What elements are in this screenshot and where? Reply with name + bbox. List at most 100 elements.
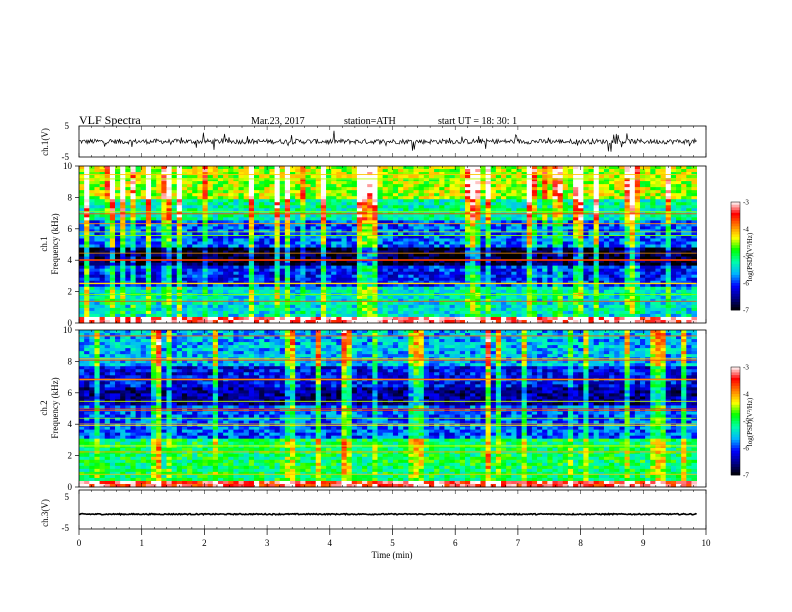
spectrogram-cell <box>398 166 404 170</box>
spectrogram-cell <box>109 283 116 288</box>
spectrogram-cell <box>645 184 651 188</box>
spectrogram-cell <box>145 220 152 224</box>
spectrogram-cell <box>135 280 142 285</box>
spectrogram-cell <box>413 238 420 242</box>
spectrogram-cell <box>79 277 85 282</box>
spectrogram-cell <box>243 250 250 254</box>
spectrogram-cell <box>459 244 466 248</box>
spectrogram-cell <box>192 238 198 242</box>
spectrogram-cell <box>207 166 214 170</box>
spectrogram-cell <box>624 184 631 188</box>
spectrogram-cell <box>490 214 497 218</box>
spectrogram-cell <box>547 190 553 194</box>
spectrogram-cell <box>593 241 600 245</box>
spectrogram-cell <box>459 190 466 194</box>
spectrogram-cell <box>89 235 95 239</box>
spectrogram-cell <box>326 175 332 179</box>
spectrogram-cell <box>501 256 507 260</box>
spectrogram-cell <box>521 202 528 206</box>
spectrogram-cell <box>202 181 209 185</box>
spectrogram-cell <box>372 259 378 264</box>
spectrogram-cell <box>629 247 636 251</box>
spectrogram-cell <box>573 166 579 170</box>
spectrogram-cell <box>624 208 631 212</box>
spectrogram-cell <box>526 286 533 291</box>
spectrogram-cell <box>279 169 286 173</box>
spectrogram-cell <box>480 235 486 239</box>
spectrogram-cell <box>485 181 492 185</box>
spectrogram-cell <box>639 262 646 267</box>
spectrogram-cell <box>567 271 574 276</box>
spectrogram-cell <box>454 208 461 212</box>
spectrogram-cell <box>485 268 492 273</box>
spectrogram-cell <box>639 187 646 191</box>
spectrogram-cell <box>526 214 533 218</box>
spectrogram-cell <box>326 214 332 218</box>
spectrogram-cell <box>521 178 528 182</box>
spectrogram-cell <box>336 199 342 203</box>
spectrogram-cell <box>233 202 239 206</box>
spectrogram-cell <box>475 226 481 230</box>
spectrogram-cell <box>624 241 631 245</box>
spectrogram-cell <box>176 199 183 203</box>
spectrogram-cell <box>418 235 425 239</box>
spectrogram-cell <box>516 175 523 179</box>
spectrogram-cell <box>336 220 342 224</box>
spectrogram-cell <box>238 181 245 185</box>
spectrogram-cell <box>598 190 605 194</box>
spectrogram-cell <box>495 223 502 227</box>
spectrogram-cell <box>331 181 337 185</box>
spectrogram-cell <box>609 205 615 209</box>
spectrogram-cell <box>140 238 147 242</box>
spectrogram-cell <box>377 235 384 239</box>
spectrogram-cell <box>588 277 595 282</box>
spectrogram-cell <box>547 181 553 185</box>
spectrogram-cell <box>207 181 214 185</box>
spectrogram-cell <box>145 250 152 254</box>
spectrogram-cell <box>269 244 275 248</box>
spectrogram-cell <box>521 187 528 191</box>
spectrogram-cell <box>233 208 239 212</box>
spectrogram-cell <box>614 280 620 285</box>
spectrogram-cell <box>686 250 692 254</box>
spectrogram-cell <box>181 202 188 206</box>
spectrogram-cell <box>387 190 394 194</box>
spectrogram-cell <box>603 172 610 176</box>
spectrogram-cell <box>645 280 651 285</box>
spectrogram-cell <box>526 166 533 170</box>
spectrogram-cell <box>542 214 548 218</box>
spectrogram-cell <box>171 256 178 260</box>
spectrogram-cell <box>423 196 430 200</box>
spectrogram-cell <box>336 190 342 194</box>
spectrogram-cell <box>212 181 219 185</box>
spectrogram-cell <box>444 199 450 203</box>
spectrogram-cell <box>387 286 394 291</box>
spectrogram-cell <box>151 232 157 236</box>
spectrogram-cell <box>562 277 569 282</box>
spectrogram-cell <box>655 265 661 270</box>
spectrogram-cell <box>459 283 466 288</box>
spectrogram-cell <box>151 169 157 173</box>
spectrogram-cell <box>326 184 332 188</box>
spectrogram-cell <box>537 199 543 203</box>
spectrogram-cell <box>619 184 625 188</box>
spectrogram-cell <box>392 250 399 254</box>
spectrogram-cell <box>645 178 651 182</box>
spectrogram-cell <box>670 175 677 179</box>
spectrogram-cell <box>578 262 584 267</box>
spectrogram-cell <box>408 277 414 282</box>
spectrogram-cell <box>130 232 137 236</box>
spectrogram-cell <box>418 172 425 176</box>
spectrogram-cell <box>665 184 672 188</box>
spectrogram-cell <box>259 223 265 227</box>
spectrogram-cell <box>192 226 198 230</box>
spectrogram-cell <box>315 262 322 267</box>
spectrogram-cell <box>439 268 445 273</box>
spectrogram-cell <box>434 256 440 260</box>
spectrogram-cell <box>650 220 656 224</box>
spectrogram-cell <box>567 262 574 267</box>
spectrogram-cell <box>84 274 90 279</box>
spectrogram-cell <box>377 211 384 215</box>
spectrogram-cell <box>94 223 100 227</box>
spectrogram-cell <box>542 181 548 185</box>
